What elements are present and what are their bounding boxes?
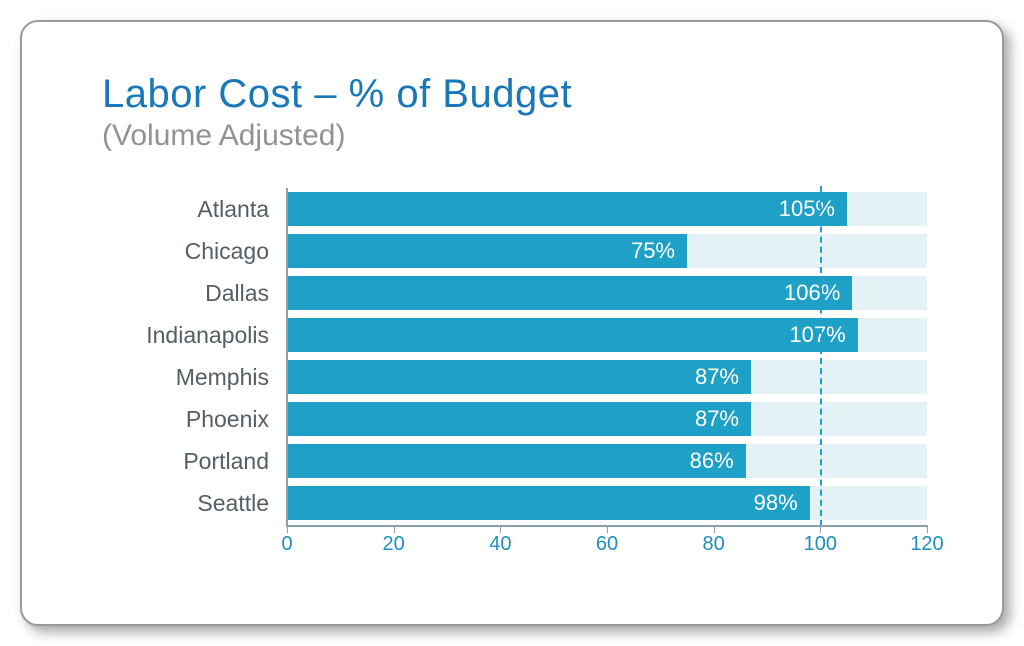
x-tick bbox=[287, 525, 288, 533]
x-tick bbox=[500, 525, 501, 533]
bar-fill: 106% bbox=[287, 276, 852, 310]
chart-subtitle: (Volume Adjusted) bbox=[102, 119, 572, 153]
bar-fill: 107% bbox=[287, 318, 858, 352]
bar-value-label: 98% bbox=[754, 486, 798, 520]
category-label: Indianapolis bbox=[99, 318, 269, 352]
bar-value-label: 86% bbox=[690, 444, 734, 478]
category-label: Portland bbox=[99, 444, 269, 478]
y-axis-line bbox=[286, 188, 288, 526]
bar-value-label: 107% bbox=[789, 318, 845, 352]
bar-track: 75% bbox=[287, 234, 927, 268]
x-tick bbox=[394, 525, 395, 533]
x-tick-label: 60 bbox=[596, 533, 618, 556]
bar-track: 107% bbox=[287, 318, 927, 352]
bar-value-label: 105% bbox=[779, 192, 835, 226]
category-label: Seattle bbox=[99, 486, 269, 520]
category-label: Dallas bbox=[99, 276, 269, 310]
category-label: Phoenix bbox=[99, 402, 269, 436]
bar-fill: 86% bbox=[287, 444, 746, 478]
reference-line bbox=[820, 186, 822, 526]
bar-value-label: 87% bbox=[695, 402, 739, 436]
x-tick bbox=[607, 525, 608, 533]
title-block: Labor Cost – % of Budget (Volume Adjuste… bbox=[102, 72, 572, 153]
chart-title: Labor Cost – % of Budget bbox=[102, 72, 572, 117]
bar-fill: 75% bbox=[287, 234, 687, 268]
x-tick-label: 0 bbox=[281, 533, 292, 556]
bar-fill: 87% bbox=[287, 360, 751, 394]
bar-track: 87% bbox=[287, 360, 927, 394]
bar-track: 105% bbox=[287, 192, 927, 226]
bar-value-label: 106% bbox=[784, 276, 840, 310]
chart-card: Labor Cost – % of Budget (Volume Adjuste… bbox=[20, 20, 1004, 626]
x-tick bbox=[714, 525, 715, 533]
bar-fill: 105% bbox=[287, 192, 847, 226]
bar-track: 87% bbox=[287, 402, 927, 436]
bar-track: 86% bbox=[287, 444, 927, 478]
category-label: Chicago bbox=[99, 234, 269, 268]
bar-chart: Atlanta105%Chicago75%Dallas106%Indianapo… bbox=[287, 192, 927, 532]
bar-fill: 98% bbox=[287, 486, 810, 520]
x-tick bbox=[927, 525, 928, 533]
x-tick-label: 120 bbox=[910, 533, 943, 556]
x-tick bbox=[820, 525, 821, 533]
x-tick-label: 20 bbox=[383, 533, 405, 556]
category-label: Memphis bbox=[99, 360, 269, 394]
bar-track: 98% bbox=[287, 486, 927, 520]
bar-value-label: 75% bbox=[631, 234, 675, 268]
x-tick-label: 80 bbox=[703, 533, 725, 556]
x-tick-label: 40 bbox=[489, 533, 511, 556]
x-tick-label: 100 bbox=[804, 533, 837, 556]
bar-value-label: 87% bbox=[695, 360, 739, 394]
bar-fill: 87% bbox=[287, 402, 751, 436]
bar-track: 106% bbox=[287, 276, 927, 310]
category-label: Atlanta bbox=[99, 192, 269, 226]
